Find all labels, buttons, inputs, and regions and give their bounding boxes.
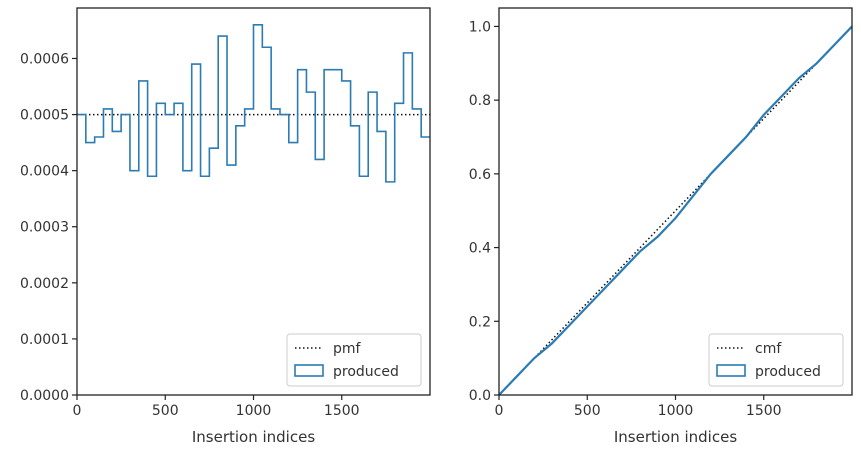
y-tick-label: 0.0003 (20, 220, 69, 236)
y-tick-label: 0.0001 (20, 332, 69, 348)
y-tick-label: 0.0 (469, 388, 491, 404)
x-tick-label: 1000 (658, 403, 694, 419)
x-axis-label: Insertion indices (614, 428, 737, 446)
x-tick-label: 1500 (324, 403, 360, 419)
y-tick-label: 1.0 (469, 19, 491, 35)
y-tick-label: 0.4 (469, 241, 491, 257)
legend-label: produced (333, 364, 399, 380)
y-tick-label: 0.0004 (20, 164, 69, 180)
x-tick-label: 1000 (236, 403, 272, 419)
legend: cmf produced (708, 333, 844, 387)
x-tick-label: 0 (495, 403, 504, 419)
x-axis-label: Insertion indices (192, 428, 315, 446)
y-tick-label: 0.2 (469, 314, 491, 330)
y-tick-label: 0.0000 (20, 388, 69, 404)
produced-step-line (77, 24, 430, 183)
legend-box (286, 333, 422, 387)
legend-swatch-produced (716, 364, 746, 377)
x-tick-label: 500 (574, 403, 601, 419)
legend-label: produced (755, 364, 821, 380)
legend-swatch-produced (294, 364, 324, 377)
cmf-reference-line (498, 25, 853, 396)
legend-label: pmf (333, 341, 362, 357)
legend: pmf produced (286, 333, 422, 387)
y-tick-label: 0.8 (469, 93, 491, 109)
produced-line (498, 25, 853, 396)
legend-label: cmf (755, 341, 782, 357)
pmf-histogram-panel: 0 500 1000 1500 0.0000 0.0001 0.0002 0.0003 0.00… (20, 7, 431, 446)
x-tick-label: 0 (73, 403, 82, 419)
x-tick-label: 1500 (746, 403, 782, 419)
y-tick-label: 0.0006 (20, 51, 69, 67)
x-tick-label: 500 (152, 403, 179, 419)
y-tick-label: 0.6 (469, 167, 491, 183)
legend-box (708, 333, 844, 387)
cmf-cumulative-panel: 0 500 1000 1500 0.0 0.2 0.4 0.6 0.8 1.0 Insertion … (469, 7, 853, 446)
y-tick-label: 0.0002 (20, 276, 69, 292)
y-tick-label: 0.0005 (20, 108, 69, 124)
